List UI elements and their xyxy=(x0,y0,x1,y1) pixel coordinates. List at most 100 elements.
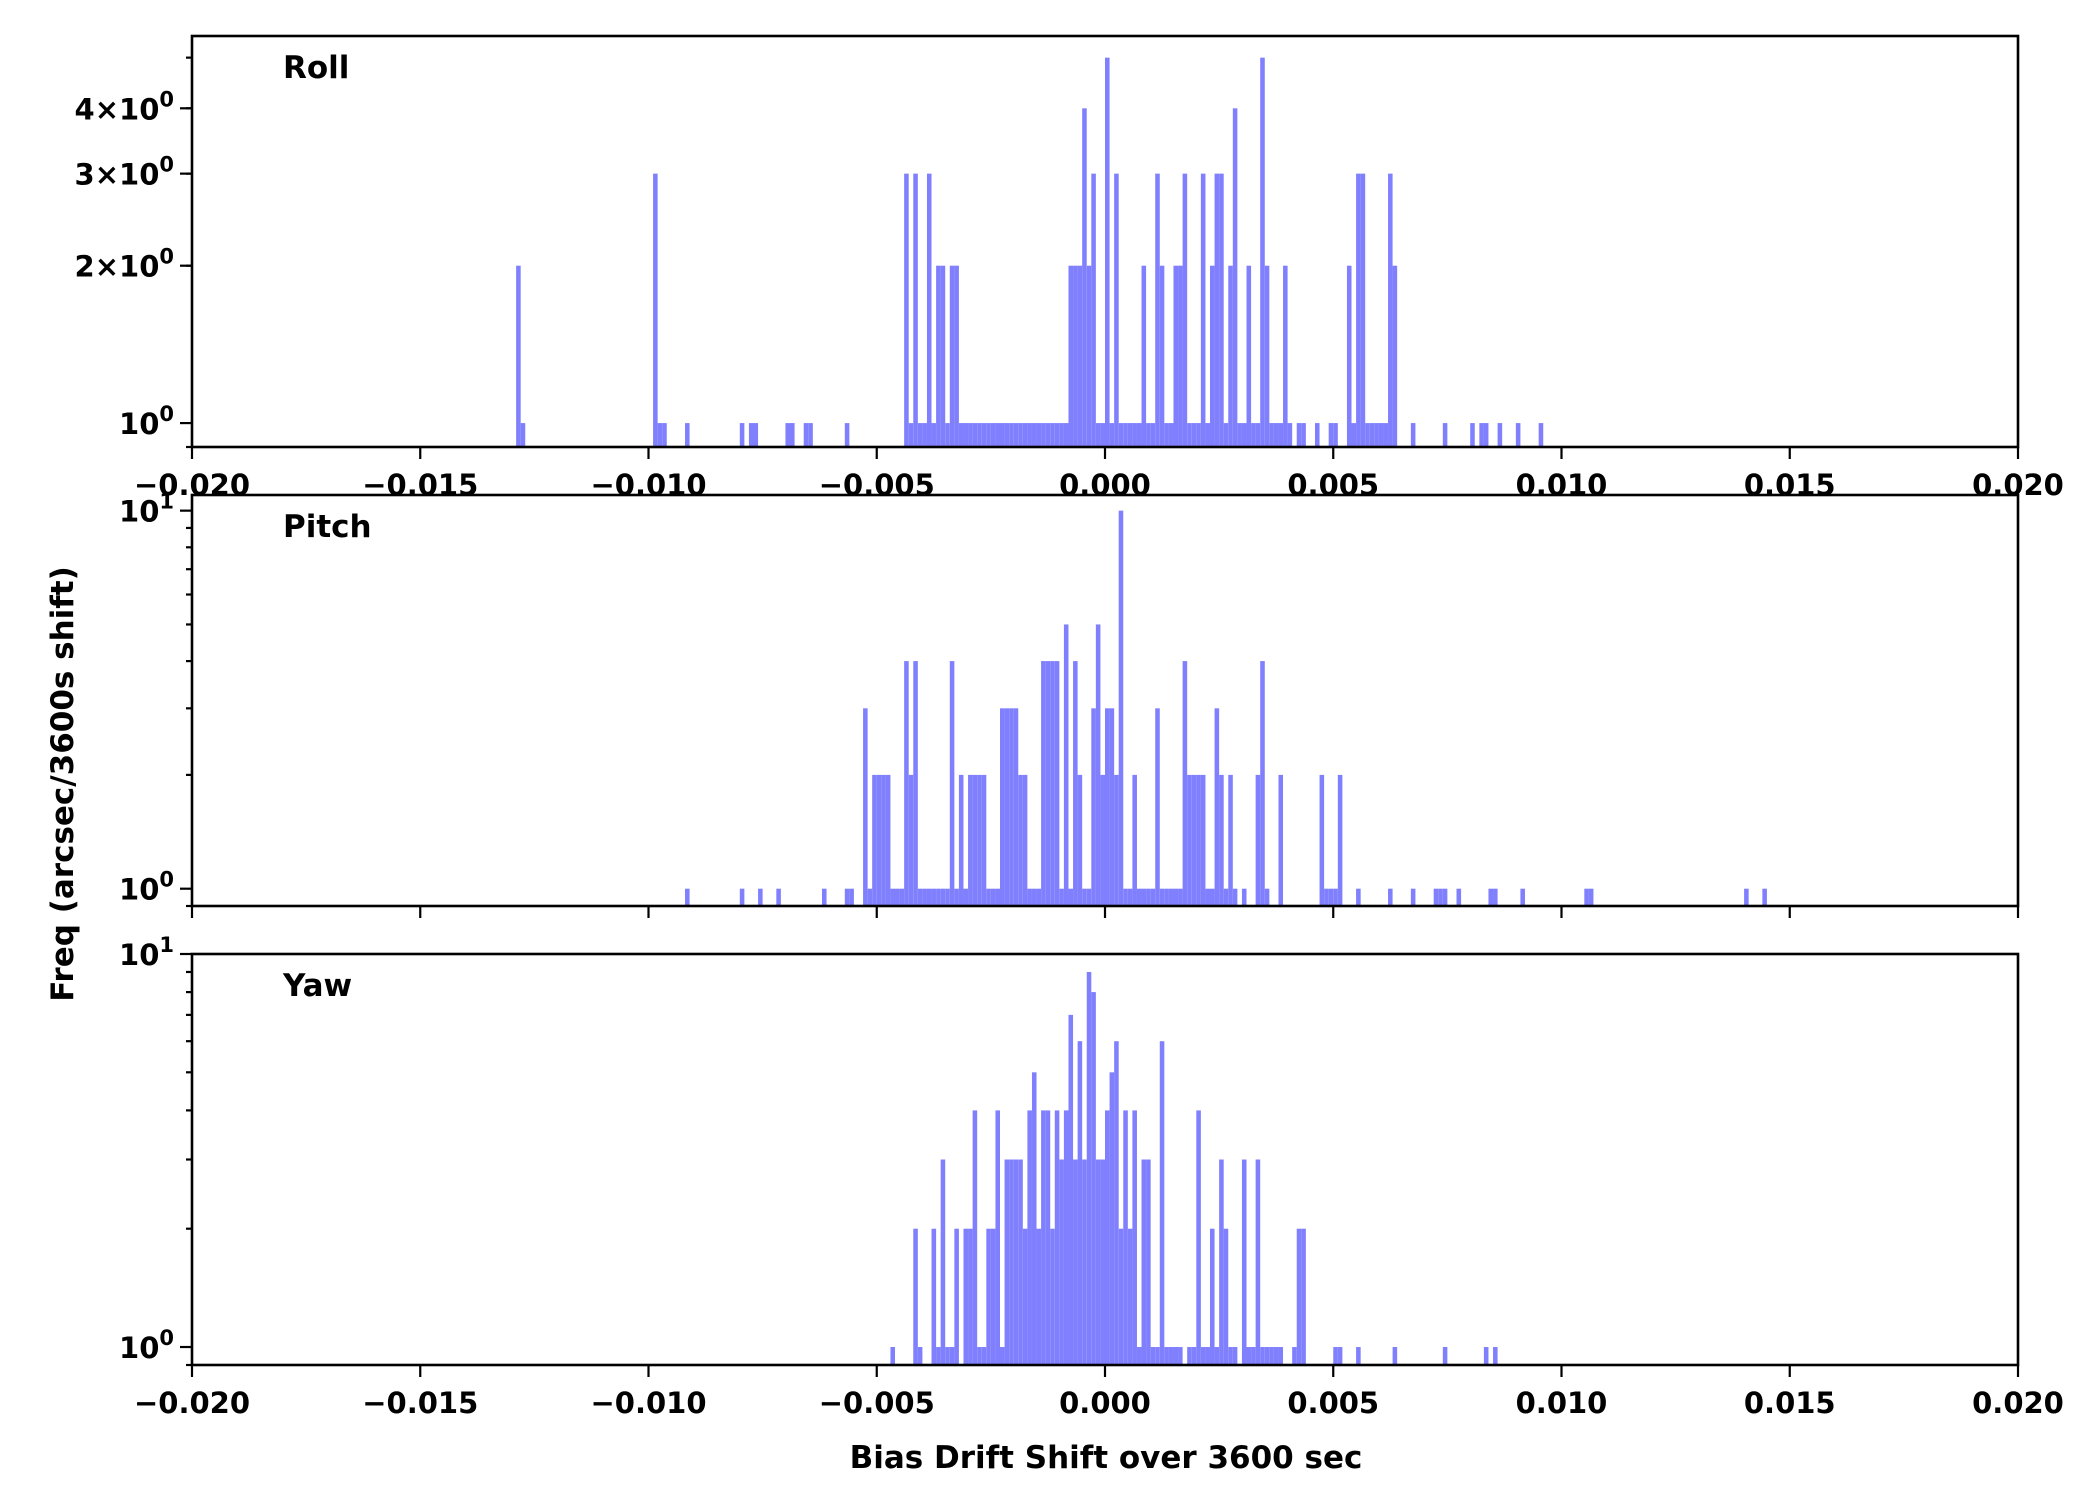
pitch-panel: 100 101 Pitch xyxy=(119,490,2020,918)
roll-bar xyxy=(1314,423,1320,447)
yaw-x-tick-label: 0.000 xyxy=(1059,1386,1151,1420)
roll-bar xyxy=(1009,423,1014,447)
roll-panel-title: Roll xyxy=(283,50,349,86)
roll-bar xyxy=(1095,423,1101,447)
pitch-bar xyxy=(1100,774,1105,906)
roll-x-tick-label: −0.005 xyxy=(819,468,935,502)
roll-bar xyxy=(1191,423,1197,447)
pitch-bar xyxy=(881,774,886,906)
roll-bar xyxy=(520,423,526,447)
pitch-bars xyxy=(685,510,1767,906)
pitch-bar xyxy=(1223,888,1229,906)
roll-bar xyxy=(1082,108,1087,447)
yaw-bar xyxy=(1214,1347,1220,1365)
roll-bar xyxy=(1269,423,1274,447)
yaw-bar xyxy=(1045,1110,1051,1365)
roll-bar xyxy=(657,423,663,447)
pitch-bar xyxy=(949,661,955,906)
roll-bar xyxy=(931,423,937,447)
roll-bar xyxy=(1073,265,1078,447)
yaw-bar xyxy=(1196,1110,1201,1365)
pitch-bar xyxy=(1520,888,1525,906)
pitch-bar xyxy=(954,888,959,906)
pitch-bar xyxy=(1255,774,1261,906)
pitch-bar xyxy=(1333,888,1338,906)
pitch-bar xyxy=(1009,708,1014,906)
pitch-bar xyxy=(1164,888,1169,906)
roll-bar xyxy=(1091,173,1096,447)
pitch-bar xyxy=(867,888,873,906)
yaw-bar xyxy=(945,1347,950,1365)
pitch-bar xyxy=(1073,661,1078,906)
roll-bar xyxy=(995,423,1000,447)
pitch-bar xyxy=(1187,774,1192,906)
yaw-bar xyxy=(1022,1228,1028,1365)
roll-bar xyxy=(1378,423,1384,447)
pitch-bar xyxy=(1118,510,1124,906)
pitch-bar xyxy=(931,888,937,906)
roll-bar xyxy=(1018,423,1023,447)
roll-bar xyxy=(1132,423,1137,447)
yaw-bar xyxy=(1095,1159,1101,1365)
roll-bar xyxy=(1205,423,1210,447)
pitch-bar xyxy=(1155,708,1160,906)
pitch-bar xyxy=(1041,661,1046,906)
roll-bar xyxy=(1273,423,1279,447)
yaw-bar xyxy=(1228,1347,1233,1365)
pitch-panel-title: Pitch xyxy=(283,509,372,545)
pitch-bar xyxy=(1182,661,1188,906)
pitch-bar xyxy=(1013,708,1019,906)
yaw-bar xyxy=(1027,1110,1032,1365)
yaw-x-tick-label: 0.015 xyxy=(1744,1386,1836,1420)
pitch-bar xyxy=(1205,888,1210,906)
yaw-bar xyxy=(1168,1347,1174,1365)
yaw-bar xyxy=(1223,1228,1229,1365)
roll-bar xyxy=(958,423,964,447)
yaw-bar xyxy=(1036,1228,1042,1365)
roll-bar xyxy=(1356,173,1361,447)
roll-bar xyxy=(1100,423,1105,447)
pitch-bar xyxy=(685,888,690,906)
pitch-bar xyxy=(1214,708,1220,906)
roll-bar xyxy=(516,265,521,447)
pitch-bar xyxy=(1356,888,1361,906)
roll-bar xyxy=(1333,423,1338,447)
yaw-bar xyxy=(1264,1347,1270,1365)
pitch-bar xyxy=(1018,774,1023,906)
pitch-bar xyxy=(917,888,923,906)
yaw-bar xyxy=(913,1228,918,1365)
roll-bar xyxy=(1365,423,1370,447)
pitch-bar xyxy=(1146,888,1151,906)
roll-bar xyxy=(844,423,850,447)
pitch-bar xyxy=(1036,888,1042,906)
pitch-bar xyxy=(1178,888,1183,906)
roll-bar xyxy=(1127,423,1133,447)
yaw-bar xyxy=(1155,1347,1160,1365)
roll-bar xyxy=(1264,265,1270,447)
roll-bar xyxy=(963,423,969,447)
yaw-bar xyxy=(1114,1041,1119,1365)
roll-bar xyxy=(653,173,658,447)
yaw-bar xyxy=(1219,1159,1224,1365)
pitch-bar xyxy=(1191,774,1197,906)
pitch-bar xyxy=(1050,661,1055,906)
roll-bar xyxy=(1022,423,1028,447)
roll-bar xyxy=(1150,423,1156,447)
roll-bar xyxy=(1296,423,1302,447)
yaw-bar xyxy=(1068,1014,1074,1365)
pitch-bar xyxy=(940,888,946,906)
roll-bar xyxy=(1063,423,1069,447)
pitch-bar xyxy=(1105,708,1110,906)
pitch-bar xyxy=(1584,888,1589,906)
yaw-bar xyxy=(1260,1347,1265,1365)
yaw-bar xyxy=(1296,1228,1302,1365)
roll-bar xyxy=(1223,423,1229,447)
roll-bar xyxy=(1187,423,1192,447)
pitch-bar xyxy=(1054,661,1060,906)
yaw-bar xyxy=(1105,1110,1110,1365)
pitch-bar xyxy=(1493,888,1498,906)
yaw-x-tick-label: −0.005 xyxy=(819,1386,935,1420)
roll-bar xyxy=(1045,423,1051,447)
pitch-bar xyxy=(863,708,868,906)
roll-bar xyxy=(936,265,941,447)
